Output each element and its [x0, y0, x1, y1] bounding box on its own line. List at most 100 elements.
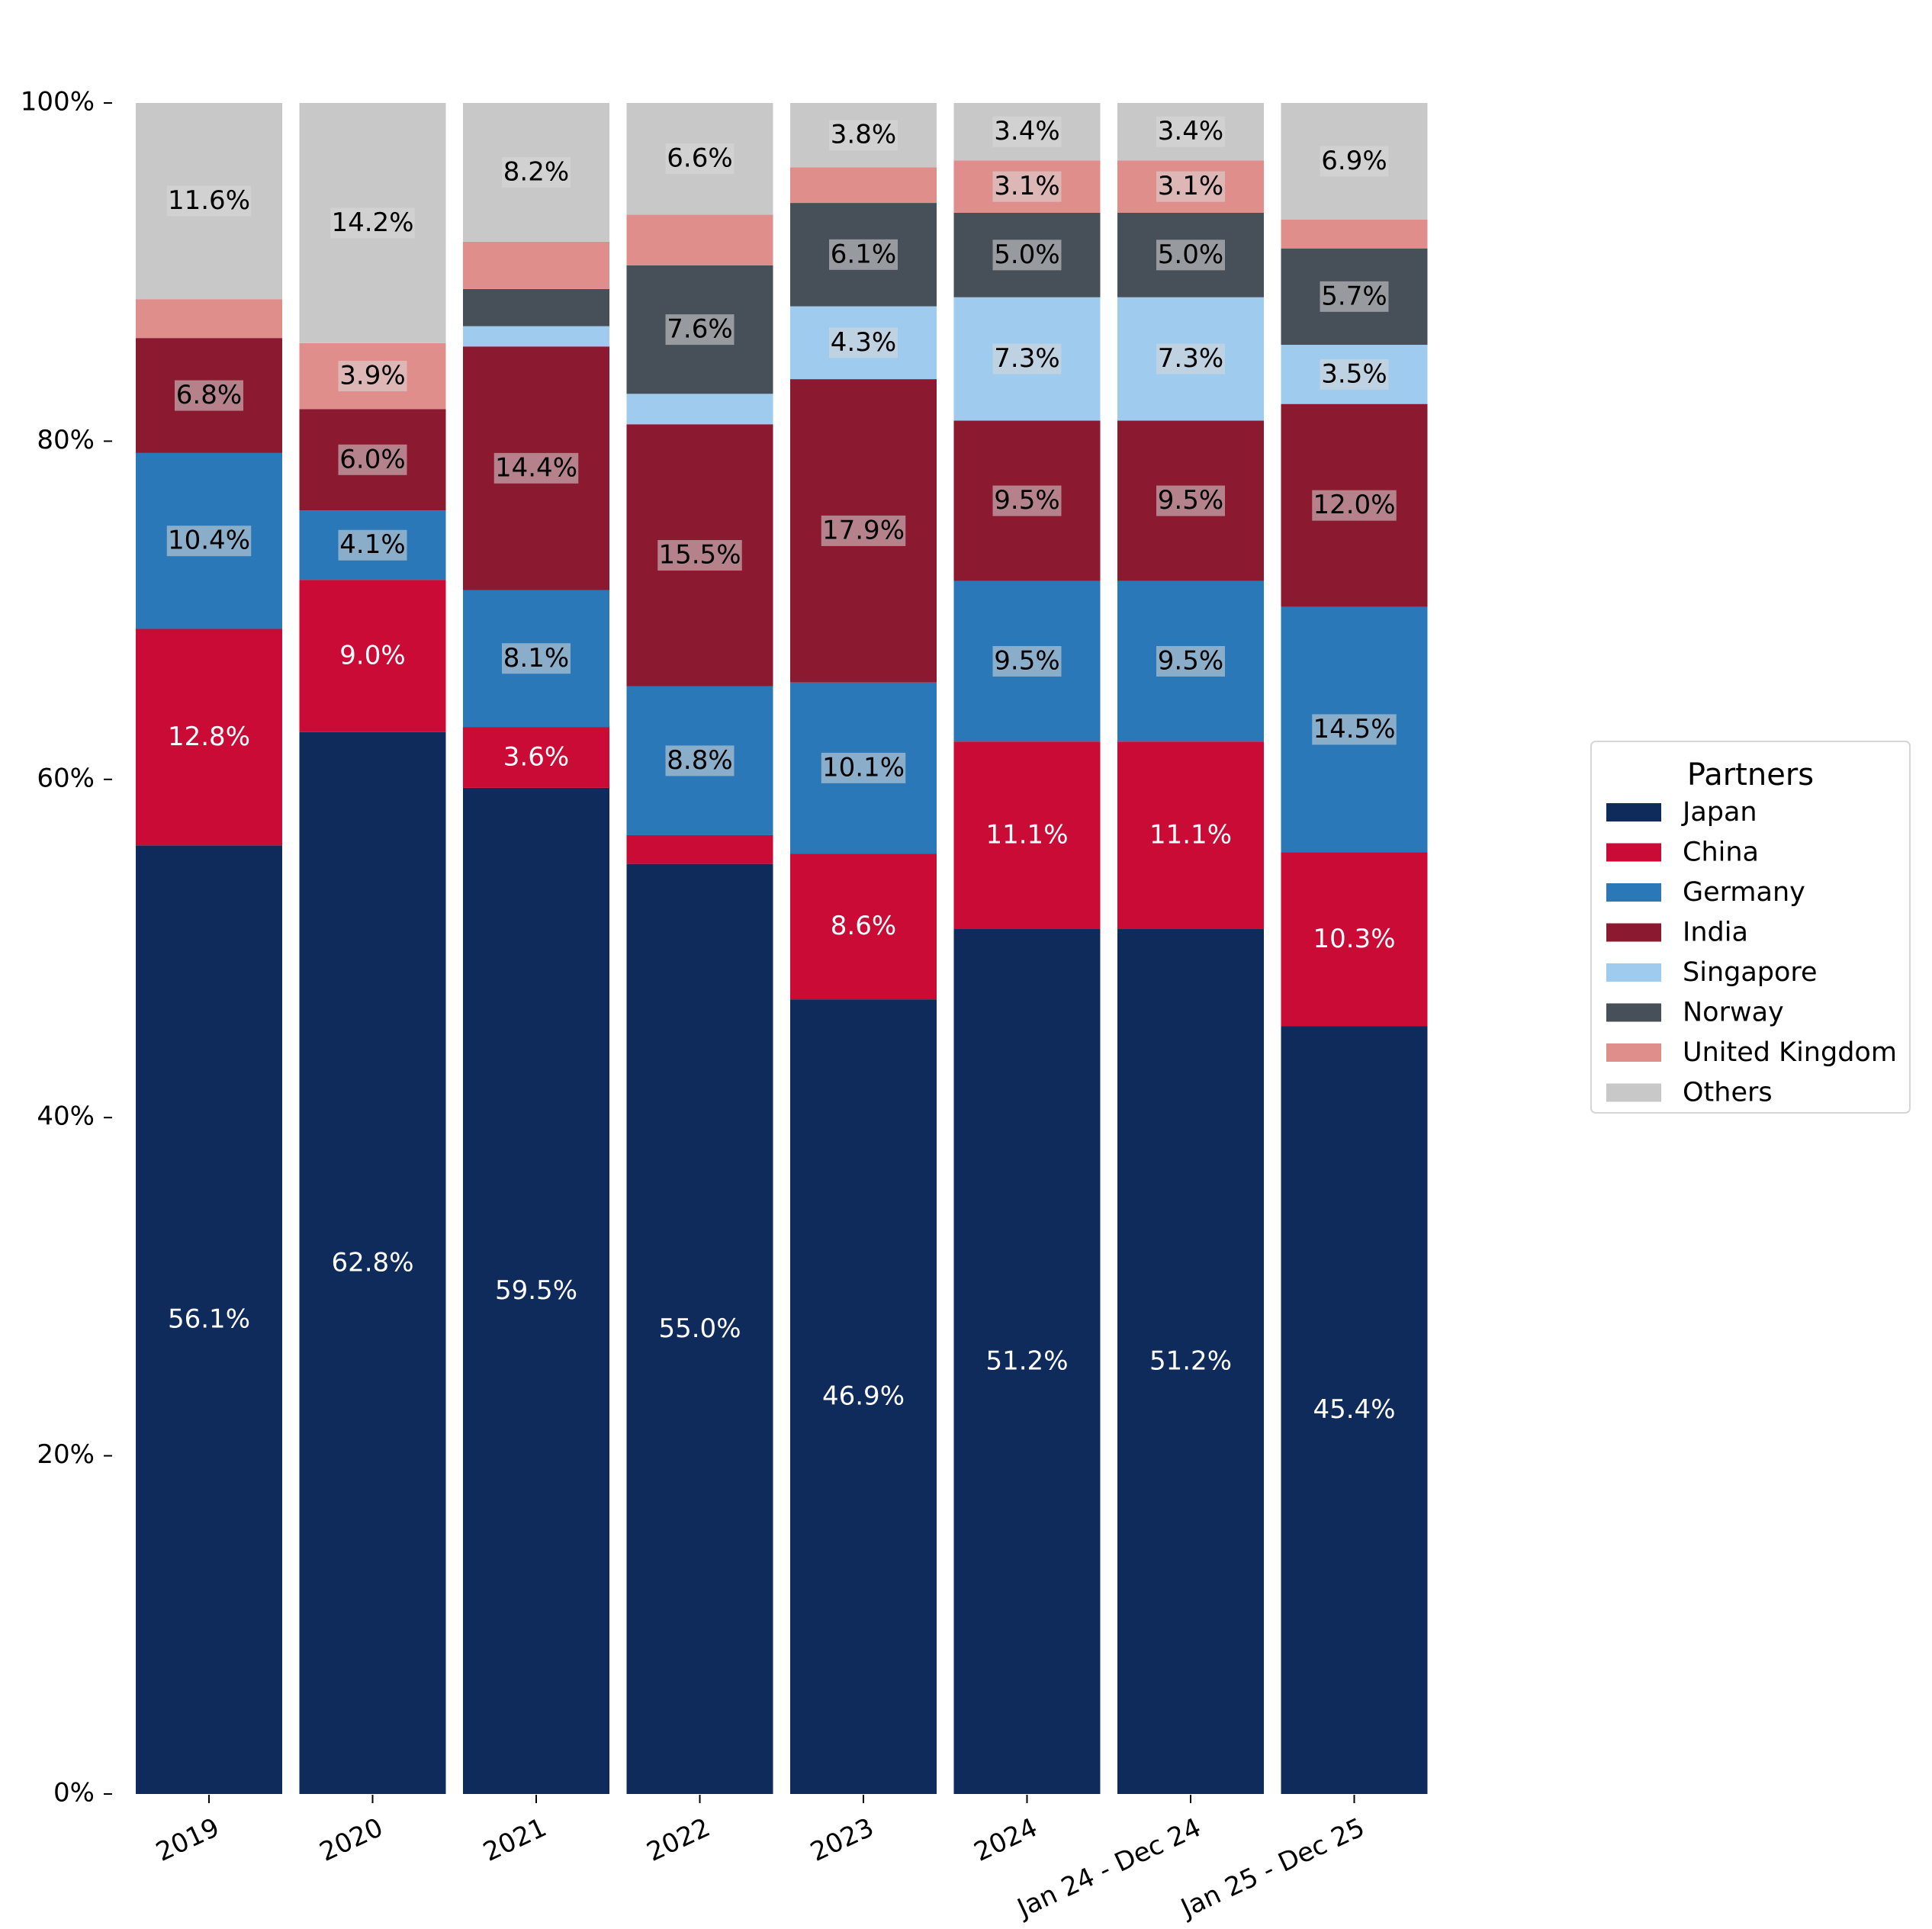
legend-label: India: [1683, 918, 1748, 948]
bar-united-kingdom-2019: [136, 299, 282, 339]
data-label-box: [1320, 146, 1389, 177]
legend-swatch: [1606, 1003, 1661, 1022]
legend-label: Germany: [1683, 877, 1805, 908]
data-label-text: 17.9%: [822, 515, 905, 545]
data-label-japan-2024: 51.2%: [985, 1346, 1068, 1377]
x-tick-label: Jan 24 - Dec 24: [1011, 1812, 1206, 1924]
data-label-text: 11.6%: [168, 185, 250, 216]
y-tick-label: 40%: [37, 1101, 95, 1132]
data-label-china-2020: 9.0%: [339, 640, 405, 670]
y-tick-label: 80%: [37, 425, 95, 455]
data-label-box: [1312, 490, 1397, 521]
data-label-box: [1156, 343, 1225, 375]
data-label-india-jan-25-dec-25: 12.0%: [1312, 490, 1397, 521]
data-label-text: 3.8%: [831, 120, 896, 150]
legend: Partners Japan China Germany India Singapore…: [1590, 741, 1911, 1114]
data-label-text: 8.8%: [667, 745, 732, 776]
bar-china-2023: [790, 854, 937, 1000]
data-label-box: [1320, 281, 1389, 312]
bar-japan-2023: [790, 999, 937, 1794]
data-label-box: [338, 361, 407, 392]
data-label-text: 3.1%: [994, 171, 1059, 201]
x-tick-label: 2023: [805, 1812, 878, 1868]
data-label-text: 5.0%: [994, 240, 1059, 270]
data-label-text: 51.2%: [985, 1346, 1068, 1377]
data-label-box: [665, 745, 735, 776]
data-label-box: [1156, 116, 1225, 147]
data-label-united-kingdom-2020: 3.9%: [338, 361, 407, 392]
data-label-others-2023: 3.8%: [829, 120, 898, 151]
data-label-norway-2023: 6.1%: [829, 239, 898, 270]
data-label-text: 6.6%: [667, 143, 732, 174]
legend-item-india: India: [1606, 918, 1748, 948]
legend-title: Partners: [1687, 757, 1814, 792]
data-label-box: [1156, 485, 1225, 516]
data-label-china-2023: 8.6%: [831, 911, 896, 941]
bar-united-kingdom-2023: [790, 167, 937, 204]
data-label-text: 8.2%: [503, 156, 569, 187]
bar-china-jan-25-dec-25: [1281, 852, 1428, 1027]
data-label-text: 3.4%: [1158, 116, 1223, 146]
data-label-text: 59.5%: [495, 1275, 577, 1306]
legend-swatch: [1606, 1043, 1661, 1062]
legend-item-united-kingdom: United Kingdom: [1606, 1037, 1897, 1068]
data-label-germany-2024: 9.5%: [992, 645, 1062, 677]
data-label-text: 46.9%: [822, 1381, 905, 1412]
legend-frame: [1590, 741, 1911, 1114]
data-label-box: [657, 540, 742, 571]
data-label-germany-2021: 8.1%: [502, 643, 571, 674]
bar-united-kingdom-2021: [463, 241, 609, 289]
y-axis: 0% 20% 40% 60% 80% 100%: [21, 87, 112, 1808]
data-label-china-jan-24-dec-24: 11.1%: [1149, 820, 1232, 850]
data-labels: 56.1% 12.8% 10.4% 6.8% 11.6% 62.8% 9.0% 4.1% 6.0…: [166, 116, 1397, 1425]
data-label-text: 9.0%: [339, 640, 405, 670]
legend-item-singapore: Singapore: [1606, 957, 1818, 988]
legend-item-norway: Norway: [1606, 998, 1784, 1028]
data-label-germany-2022: 8.8%: [665, 745, 735, 776]
data-label-united-kingdom-jan-24-dec-24: 3.1%: [1156, 171, 1225, 202]
data-label-box: [992, 171, 1062, 202]
data-label-others-jan-25-dec-25: 6.9%: [1320, 146, 1389, 177]
bar-norway-2021: [463, 288, 609, 326]
data-label-china-2021: 3.6%: [503, 741, 569, 772]
data-label-box: [992, 485, 1062, 516]
bar-japan-2021: [463, 787, 609, 1794]
data-label-box: [821, 752, 906, 783]
x-tick-label: 2019: [151, 1812, 223, 1868]
bar-china-2021: [463, 727, 609, 788]
data-label-india-2020: 6.0%: [338, 444, 407, 475]
legend-label: China: [1683, 838, 1759, 868]
legend-swatch: [1606, 803, 1661, 821]
data-label-box: [829, 120, 898, 151]
bar-china-2024: [953, 741, 1101, 930]
data-label-text: 3.1%: [1158, 171, 1223, 201]
data-label-india-2023: 17.9%: [821, 515, 906, 546]
data-label-singapore-2024: 7.3%: [992, 343, 1062, 375]
legend-swatch: [1606, 963, 1661, 982]
data-label-others-2019: 11.6%: [166, 185, 252, 217]
y-tick-label: 0%: [53, 1778, 95, 1808]
y-tick-label: 100%: [21, 87, 95, 117]
data-label-text: 12.0%: [1313, 490, 1395, 520]
data-label-singapore-jan-24-dec-24: 7.3%: [1156, 343, 1225, 375]
data-label-text: 5.7%: [1321, 281, 1387, 311]
data-label-text: 4.1%: [339, 529, 405, 560]
data-label-text: 6.1%: [831, 239, 896, 269]
data-label-text: 12.8%: [168, 722, 250, 752]
data-label-text: 9.5%: [994, 485, 1059, 516]
legend-item-japan: Japan: [1606, 797, 1757, 828]
data-label-text: 4.3%: [831, 327, 896, 358]
data-label-text: 3.6%: [503, 741, 569, 772]
data-label-box: [1156, 645, 1225, 677]
plot-area: [136, 103, 1428, 1794]
bar-japan-2019: [136, 845, 282, 1794]
data-label-india-2022: 15.5%: [657, 540, 742, 571]
data-label-norway-2024: 5.0%: [992, 240, 1062, 271]
bar-united-kingdom-2022: [626, 214, 773, 265]
data-label-text: 7.3%: [994, 343, 1059, 374]
data-label-text: 8.1%: [503, 643, 569, 674]
data-label-box: [175, 380, 243, 411]
data-label-box: [166, 526, 252, 557]
data-label-japan-2020: 62.8%: [331, 1247, 413, 1278]
data-label-box: [493, 452, 579, 484]
